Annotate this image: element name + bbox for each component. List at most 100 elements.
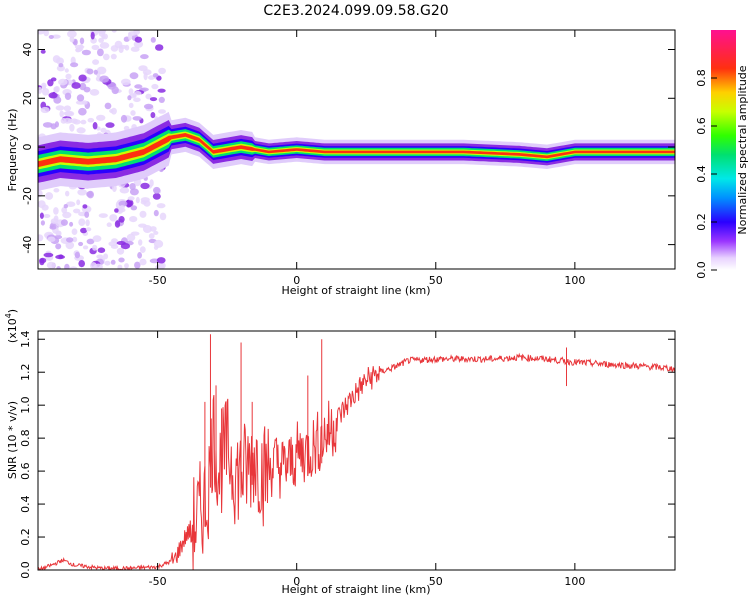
spectrogram-noise-speckle (134, 261, 141, 269)
spectrogram-y-tick-label: 40 (21, 43, 34, 57)
colorbar-tick-label: 0.8 (695, 69, 708, 87)
spectrogram-noise-speckle (153, 230, 159, 235)
spectrogram-noise-speckle (66, 201, 76, 207)
spectrogram-noise-speckle (72, 236, 78, 243)
spectrogram-noise-speckle (138, 65, 148, 72)
spectrogram-noise-speckle (152, 73, 159, 78)
spectrogram-noise-speckle (105, 122, 115, 128)
spectrogram-noise-speckle (86, 238, 95, 245)
spectrogram-noise-speckle (65, 190, 70, 197)
spectrogram-noise-speckle (130, 110, 136, 116)
spectrogram-noise-speckle (102, 53, 110, 61)
spectrogram-noise-speckle (117, 264, 123, 269)
spectrogram-noise-speckle (143, 103, 154, 110)
spectrogram-noise-speckle (43, 214, 51, 218)
spectrogram-noise-speckle (97, 48, 104, 57)
spectrogram-noise-speckle (69, 266, 78, 269)
spectrogram-noise-speckle (58, 63, 64, 68)
colorbar-label: Normalized spectral amplitude (736, 65, 749, 234)
spectrogram-noise-speckle (92, 235, 102, 243)
spectrogram-noise-speckle (41, 88, 50, 96)
snr-y-tick-label: 0.2 (19, 528, 32, 546)
spectrogram-noise-speckle (159, 212, 167, 221)
spectrogram-noise-speckle (65, 73, 72, 80)
snr-ticks: -50 0 50 100 0.0 0.2 0.4 0.6 0.8 1.0 1.2 1.4 (19, 330, 675, 588)
spectrogram-noise-speckle (104, 102, 112, 110)
spectrogram-noise-speckle (43, 30, 49, 37)
spectrogram-noise-speckle (93, 69, 98, 75)
spectrogram-noise-speckle (120, 243, 130, 250)
spectrogram-noise-speckle (148, 75, 155, 80)
spectrogram-noise-speckle (151, 83, 159, 90)
spectrogram-noise-speckle (80, 227, 88, 234)
spectrogram-noise-speckle (40, 220, 46, 226)
spectrogram-noise-speckle (53, 188, 60, 193)
spectrogram-noise-speckle (112, 184, 117, 192)
spectrogram-noise-speckle (70, 118, 78, 124)
spectrogram-noise-speckle (134, 36, 143, 43)
spectrogram-noise-speckle (96, 126, 101, 131)
spectrogram-noise-speckle (148, 233, 155, 239)
spectrogram-noise-speckle (41, 84, 46, 90)
spectrogram-noise-speckle (97, 247, 106, 253)
spectrogram-noise-speckle (129, 216, 138, 223)
snr-spikes (204, 334, 568, 527)
spectrogram-noise-speckle (103, 253, 109, 260)
spectrogram-noise-speckle (67, 30, 77, 38)
spectrogram-noise-speckle (56, 65, 65, 72)
colorbar-tick-label: 0.4 (695, 165, 708, 183)
spectrogram-noise-speckle (78, 260, 85, 268)
snr-y-tick-label: 0.6 (19, 462, 32, 480)
spectrogram-noise-speckle (79, 37, 85, 45)
spectrogram-noise-speckle (111, 30, 117, 33)
spectrogram-noise-speckle (85, 219, 90, 227)
snr-plot-area (38, 334, 675, 570)
spectrogram-y-tick-label: 20 (21, 91, 34, 105)
spectrogram-noise-speckle (54, 86, 59, 93)
spectrogram-noise-speckle (42, 122, 53, 128)
spectrogram-y-label: Frequency (Hz) (6, 109, 19, 192)
spectrogram-noise-speckle (129, 183, 136, 191)
spectrogram-noise-speckle (139, 246, 146, 254)
spectrogram-noise-speckle (100, 127, 107, 133)
spectrogram-y-tick-label: -40 (21, 236, 34, 254)
spectrogram-noise-speckle (58, 78, 68, 86)
spectrogram-noise-speckle (63, 204, 68, 209)
spectrogram-noise-speckle (43, 252, 54, 258)
spectrogram-noise-speckle (96, 114, 106, 121)
spectrogram-noise-speckle (110, 53, 117, 60)
spectrogram-noise-speckle (63, 111, 74, 116)
spectrogram-noise-speckle (82, 204, 88, 209)
spectrogram-noise-speckle (149, 97, 158, 102)
spectrogram-noise-speckle (38, 234, 44, 242)
spectrogram-noise-speckle (130, 205, 138, 211)
snr-series-line (38, 352, 675, 570)
spectrogram-noise-speckle (139, 258, 147, 266)
spectrogram-noise-speckle (87, 117, 95, 123)
spectrogram-noise-speckle (125, 199, 133, 208)
spectrogram-noise-speckle (110, 244, 119, 249)
spectrogram-noise-speckle (69, 221, 74, 227)
snr-panel: -50 0 50 100 0.0 0.2 0.4 0.6 0.8 1.0 1.2 1.4 Height… (4, 309, 676, 596)
spectrogram-noise-speckle (77, 189, 87, 196)
spectrogram-noise-speckle (110, 45, 119, 52)
spectrogram-noise-speckle (158, 96, 165, 103)
spectrogram-noise-speckle (47, 236, 56, 242)
spectrogram-noise-speckle (71, 82, 81, 89)
spectrogram-noise-speckle (155, 264, 163, 269)
colorbar-ticks: 0.0 0.2 0.4 0.6 0.8 (695, 69, 717, 279)
spectrogram-noise-speckle (92, 59, 100, 65)
spectrogram-noise-speckle (118, 216, 125, 223)
spectrogram-noise-speckle (69, 36, 75, 43)
spectrogram-noise-speckle (150, 37, 156, 43)
spectrogram-noise-speckle (98, 213, 108, 219)
spectrogram-noise-speckle (87, 190, 94, 199)
spectrogram-noise-speckle (129, 188, 139, 196)
spectrogram-noise-speckle (55, 243, 62, 250)
spectrogram-noise-speckle (56, 266, 61, 269)
spectrogram-noise-speckle (85, 227, 92, 232)
spectrogram-noise-speckle (120, 78, 131, 86)
spectrogram-noise-speckle (45, 192, 54, 200)
spectrogram-noise-speckle (78, 74, 87, 82)
